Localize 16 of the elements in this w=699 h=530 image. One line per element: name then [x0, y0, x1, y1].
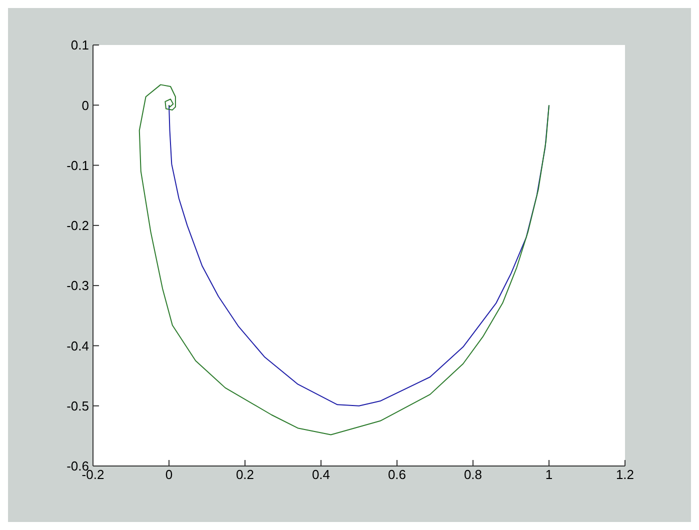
x-tick-label: 1.2: [616, 467, 634, 482]
y-tick-label: 0.1: [70, 38, 89, 53]
line-series: [138, 84, 550, 436]
x-tick-label: 0.6: [388, 467, 406, 482]
x-tick-label: 1: [545, 467, 553, 482]
y-tick-label: -0.4: [66, 338, 89, 354]
x-tick-label: 0.8: [464, 467, 482, 482]
line-series: [168, 104, 550, 406]
x-tick-label: 0.2: [236, 467, 254, 482]
y-tick-label: -0.5: [66, 398, 89, 414]
y-tick-label: -0.3: [66, 278, 89, 294]
y-tick-label: 0: [82, 98, 89, 113]
y-tick-label: -0.2: [66, 218, 89, 234]
y-tick-label: -0.1: [66, 158, 89, 173]
x-tick-label: 0: [165, 467, 173, 482]
x-tick-label: 0.4: [312, 467, 330, 482]
